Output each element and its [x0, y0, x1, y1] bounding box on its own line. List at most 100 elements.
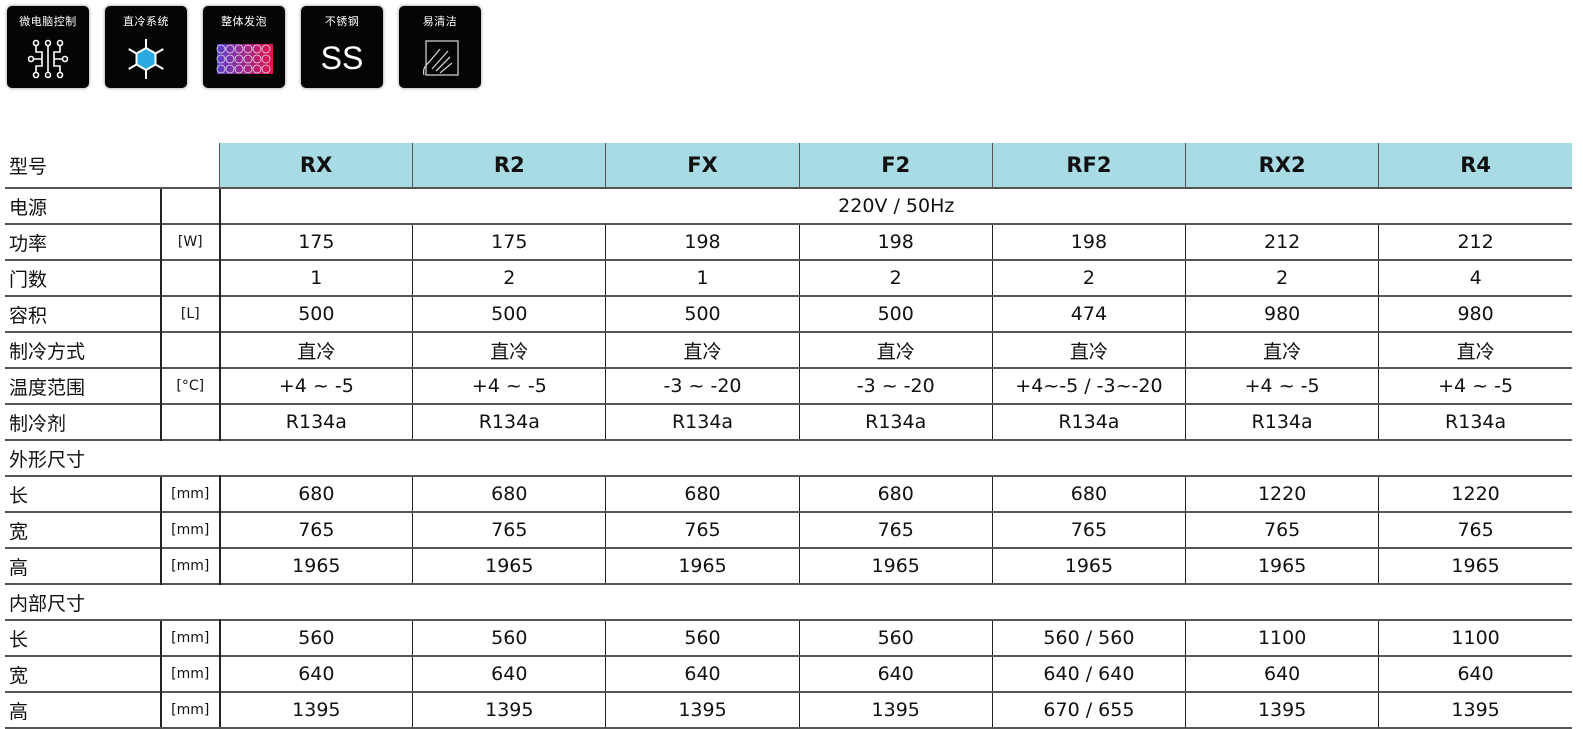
value-cell: 212 [1185, 223, 1379, 260]
unit-cell: [°C] [160, 367, 221, 404]
value-cell: 2 [991, 259, 1186, 296]
value-cell: 1395 [798, 691, 993, 729]
foam-icon [211, 29, 277, 88]
value-cell: 560 [218, 619, 413, 656]
value-cell: 175 [412, 223, 606, 260]
unit-cell [160, 259, 221, 296]
table-row: 高 [mm] 1395 1395 1395 1395 670 / 655 1395 1395 [5, 691, 1572, 729]
value-cell: 1395 [412, 691, 606, 729]
value-cell: 175 [218, 223, 413, 260]
row-label: 制冷方式 [5, 331, 161, 368]
value-cell: 765 [1185, 511, 1379, 548]
value-cell: 1965 [798, 547, 993, 584]
value-cell: -3 ~ -20 [605, 367, 800, 404]
feature-foaming: 整体发泡 [203, 6, 285, 88]
feature-label: 易清洁 [422, 15, 458, 28]
value-cell: R134a [1185, 403, 1379, 440]
circuit-icon [28, 29, 68, 88]
row-label: 高 [5, 691, 161, 729]
feature-direct-cooling: 直冷系统 [105, 6, 187, 88]
row-label: 高 [5, 547, 161, 584]
section-row: 外形尺寸 [5, 439, 1572, 476]
section-title: 内部尺寸 [5, 583, 1572, 620]
value-cell: 474 [991, 295, 1186, 332]
value-cell: 680 [991, 475, 1186, 512]
value-cell: 1220 [1185, 475, 1379, 512]
value-cell: 560 [412, 619, 606, 656]
spec-table: 型号 RX R2 FX F2 RF2 RX2 R4 电源 220V / 50Hz 功率 [W] 175 1… [5, 143, 1572, 729]
value-cell: 1395 [1185, 691, 1379, 729]
value-cell: 1100 [1378, 619, 1572, 656]
value-cell: R134a [798, 403, 993, 440]
hand-wipe-icon [420, 29, 460, 88]
table-row: 容积 [L] 500 500 500 500 474 980 980 [5, 295, 1572, 332]
row-label: 电源 [5, 187, 161, 224]
value-cell: 640 [1185, 655, 1379, 692]
power-source-value: 220V / 50Hz [219, 187, 1572, 224]
value-cell: -3 ~ -20 [798, 367, 993, 404]
value-cell: 1965 [1378, 547, 1572, 584]
unit-cell: [mm] [160, 655, 221, 692]
unit-cell: [mm] [160, 475, 221, 512]
value-cell: 765 [412, 511, 606, 548]
value-cell: 765 [991, 511, 1186, 548]
value-cell: 直冷 [991, 331, 1186, 368]
value-cell: 680 [412, 475, 606, 512]
value-cell: 1100 [1185, 619, 1379, 656]
model-header-f2: F2 [798, 143, 993, 189]
table-row: 长 [mm] 680 680 680 680 680 1220 1220 [5, 475, 1572, 512]
model-header-rx2: RX2 [1185, 143, 1379, 189]
value-cell: +4 ~ -5 [1378, 367, 1572, 404]
value-cell: 640 [605, 655, 800, 692]
table-row: 制冷方式 直冷 直冷 直冷 直冷 直冷 直冷 直冷 [5, 331, 1572, 368]
unit-cell: [mm] [160, 547, 221, 584]
value-cell: 765 [798, 511, 993, 548]
table-row: 高 [mm] 1965 1965 1965 1965 1965 1965 1965 [5, 547, 1572, 584]
value-cell: 直冷 [412, 331, 606, 368]
value-cell: 1 [605, 259, 800, 296]
value-cell: 2 [412, 259, 606, 296]
section-title: 外形尺寸 [5, 439, 1572, 476]
table-row: 宽 [mm] 640 640 640 640 640 / 640 640 640 [5, 655, 1572, 692]
value-cell: 1965 [991, 547, 1186, 584]
value-cell: 680 [798, 475, 993, 512]
unit-cell [160, 187, 221, 224]
table-row: 长 [mm] 560 560 560 560 560 / 560 1100 1100 [5, 619, 1572, 656]
value-cell: 198 [991, 223, 1186, 260]
feature-microcomputer: 微电脑控制 [7, 6, 89, 88]
value-cell: 1965 [218, 547, 413, 584]
row-label: 门数 [5, 259, 161, 296]
value-cell: 640 [412, 655, 606, 692]
unit-cell: [L] [160, 295, 221, 332]
value-cell: 500 [412, 295, 606, 332]
value-cell: 500 [218, 295, 413, 332]
model-header-rx: RX [218, 143, 413, 189]
model-header-rf2: RF2 [991, 143, 1186, 189]
value-cell: 1965 [605, 547, 800, 584]
value-cell: 640 [218, 655, 413, 692]
model-header-r2: R2 [412, 143, 606, 189]
row-label: 长 [5, 475, 161, 512]
value-cell: 2 [798, 259, 993, 296]
row-label: 宽 [5, 511, 161, 548]
value-cell: R134a [1378, 403, 1572, 440]
feature-easy-clean: 易清洁 [399, 6, 481, 88]
value-cell: 1965 [412, 547, 606, 584]
unit-cell: [mm] [160, 511, 221, 548]
row-label: 宽 [5, 655, 161, 692]
row-label: 长 [5, 619, 161, 656]
value-cell: 1395 [218, 691, 413, 729]
feature-stainless-steel: 不锈钢 SS [301, 6, 383, 88]
section-row: 内部尺寸 [5, 583, 1572, 620]
value-cell: 直冷 [218, 331, 413, 368]
row-label: 温度范围 [5, 367, 161, 404]
value-cell: 765 [218, 511, 413, 548]
value-cell: 560 [798, 619, 993, 656]
value-cell: 640 [798, 655, 993, 692]
unit-cell [161, 143, 220, 188]
table-row: 功率 [W] 175 175 198 198 198 212 212 [5, 223, 1572, 260]
stainless-steel-icon: SS [320, 40, 364, 76]
feature-label: 整体发泡 [221, 15, 267, 28]
unit-cell: [W] [160, 223, 221, 260]
value-cell: 198 [798, 223, 993, 260]
